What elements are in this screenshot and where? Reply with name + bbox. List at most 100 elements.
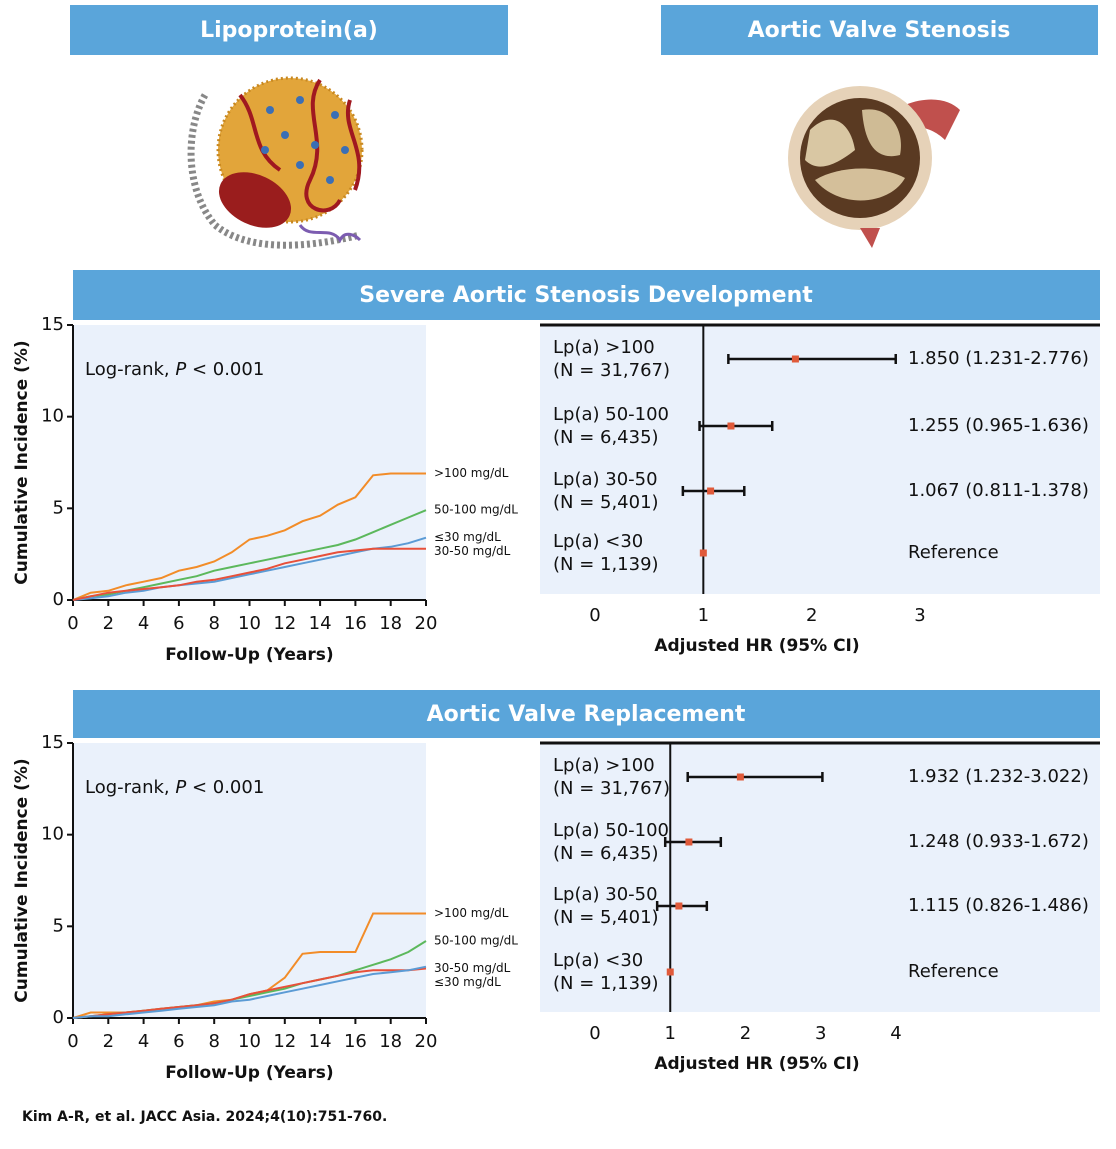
row-count: (N = 1,139) bbox=[553, 973, 659, 994]
annotation-part: Log-rank, bbox=[85, 359, 175, 380]
header-title: Lipoprotein(a) bbox=[200, 18, 378, 43]
figure: Lipoprotein(a) Aortic Valve Stenosis Sev… bbox=[0, 0, 1116, 1149]
y-tick-label: 10 bbox=[41, 824, 64, 845]
estimate-label: Reference bbox=[908, 961, 999, 982]
estimate-label: 1.067 (0.811-1.378) bbox=[908, 480, 1089, 501]
x-tick-label: 2 bbox=[806, 605, 817, 626]
x-tick-label: 0 bbox=[589, 1023, 600, 1044]
estimate-label: Reference bbox=[908, 542, 999, 563]
estimate-marker bbox=[700, 550, 707, 557]
x-axis-label: Follow-Up (Years) bbox=[165, 1063, 333, 1083]
row-label: Lp(a) 30-50 bbox=[553, 884, 658, 905]
annotation-part: P bbox=[175, 777, 186, 798]
series-label: 30-50 mg/dL bbox=[434, 961, 511, 975]
y-tick-label: 10 bbox=[41, 406, 64, 427]
y-tick-label: 0 bbox=[53, 1007, 64, 1028]
annotation-part: < 0.001 bbox=[186, 359, 264, 380]
row-label: Lp(a) <30 bbox=[553, 531, 643, 552]
y-tick-label: 0 bbox=[53, 589, 64, 610]
citation: Kim A-R, et al. JACC Asia. 2024;4(10):75… bbox=[22, 1109, 387, 1125]
x-tick-label: 14 bbox=[309, 613, 332, 634]
x-tick-label: 3 bbox=[914, 605, 925, 626]
x-tick-label: 6 bbox=[173, 1031, 184, 1052]
x-tick-label: 10 bbox=[238, 613, 261, 634]
row-label: Lp(a) >100 bbox=[553, 755, 655, 776]
annotation-part: Log-rank, bbox=[85, 777, 175, 798]
x-axis-label: Follow-Up (Years) bbox=[165, 645, 333, 665]
estimate-marker bbox=[667, 969, 674, 976]
x-tick-label: 16 bbox=[344, 613, 367, 634]
annotation-part: < 0.001 bbox=[186, 777, 264, 798]
row-count: (N = 5,401) bbox=[553, 907, 659, 928]
x-tick-label: 2 bbox=[103, 1031, 114, 1052]
series-label: >100 mg/dL bbox=[434, 466, 509, 480]
x-axis-label: Adjusted HR (95% CI) bbox=[654, 1054, 859, 1074]
x-tick-label: 12 bbox=[273, 1031, 296, 1052]
header-title: Aortic Valve Stenosis bbox=[748, 18, 1011, 43]
y-tick-label: 15 bbox=[41, 314, 64, 335]
row-label: Lp(a) 50-100 bbox=[553, 404, 669, 425]
x-tick-label: 14 bbox=[309, 1031, 332, 1052]
x-tick-label: 20 bbox=[415, 1031, 438, 1052]
y-axis-label: Cumulative Incidence (%) bbox=[12, 340, 32, 584]
x-tick-label: 3 bbox=[815, 1023, 826, 1044]
x-tick-label: 1 bbox=[698, 605, 709, 626]
section-title: Aortic Valve Replacement bbox=[427, 702, 746, 727]
row-count: (N = 31,767) bbox=[553, 778, 670, 799]
row-count: (N = 1,139) bbox=[553, 554, 659, 575]
x-tick-label: 8 bbox=[208, 613, 219, 634]
estimate-label: 1.248 (0.933-1.672) bbox=[908, 831, 1089, 852]
estimate-marker bbox=[675, 903, 682, 910]
estimate-marker bbox=[707, 488, 714, 495]
row-label: Lp(a) 30-50 bbox=[553, 469, 658, 490]
x-tick-label: 18 bbox=[379, 1031, 402, 1052]
annotation: Log-rank, P < 0.001 bbox=[85, 359, 264, 380]
x-tick-label: 4 bbox=[138, 613, 149, 634]
estimate-marker bbox=[737, 774, 744, 781]
series-label: ≤30 mg/dL bbox=[434, 530, 501, 544]
estimate-marker bbox=[727, 423, 734, 430]
estimate-label: 1.115 (0.826-1.486) bbox=[908, 895, 1089, 916]
x-tick-label: 16 bbox=[344, 1031, 367, 1052]
y-tick-label: 5 bbox=[53, 915, 64, 936]
page: Lipoprotein(a) Aortic Valve Stenosis Sev… bbox=[0, 0, 1116, 1149]
x-tick-label: 12 bbox=[273, 613, 296, 634]
series-label: 50-100 mg/dL bbox=[434, 503, 518, 517]
estimate-label: 1.255 (0.965-1.636) bbox=[908, 415, 1089, 436]
row-count: (N = 6,435) bbox=[553, 427, 659, 448]
row-label: Lp(a) <30 bbox=[553, 950, 643, 971]
y-tick-label: 5 bbox=[53, 497, 64, 518]
lipoprotein-illustration bbox=[191, 78, 362, 245]
x-tick-label: 0 bbox=[589, 605, 600, 626]
x-tick-label: 0 bbox=[67, 613, 78, 634]
valve-illustration bbox=[788, 86, 960, 248]
x-tick-label: 8 bbox=[208, 1031, 219, 1052]
series-label: 30-50 mg/dL bbox=[434, 544, 511, 558]
x-tick-label: 1 bbox=[665, 1023, 676, 1044]
estimate-label: 1.932 (1.232-3.022) bbox=[908, 766, 1089, 787]
x-tick-label: 2 bbox=[740, 1023, 751, 1044]
x-tick-label: 6 bbox=[173, 613, 184, 634]
x-tick-label: 10 bbox=[238, 1031, 261, 1052]
row-count: (N = 6,435) bbox=[553, 843, 659, 864]
estimate-label: 1.850 (1.231-2.776) bbox=[908, 348, 1089, 369]
x-tick-label: 4 bbox=[138, 1031, 149, 1052]
series-label: >100 mg/dL bbox=[434, 906, 509, 920]
x-tick-label: 20 bbox=[415, 613, 438, 634]
series-label: ≤30 mg/dL bbox=[434, 975, 501, 989]
x-tick-label: 18 bbox=[379, 613, 402, 634]
row-count: (N = 31,767) bbox=[553, 360, 670, 381]
y-tick-label: 15 bbox=[41, 732, 64, 753]
row-label: Lp(a) 50-100 bbox=[553, 820, 669, 841]
x-tick-label: 4 bbox=[890, 1023, 901, 1044]
annotation: Log-rank, P < 0.001 bbox=[85, 777, 264, 798]
y-axis-label: Cumulative Incidence (%) bbox=[12, 758, 32, 1002]
series-label: 50-100 mg/dL bbox=[434, 934, 518, 948]
x-tick-label: 2 bbox=[103, 613, 114, 634]
row-label: Lp(a) >100 bbox=[553, 337, 655, 358]
x-axis-label: Adjusted HR (95% CI) bbox=[654, 636, 859, 656]
estimate-marker bbox=[792, 356, 799, 363]
annotation-part: P bbox=[175, 359, 186, 380]
row-count: (N = 5,401) bbox=[553, 492, 659, 513]
estimate-marker bbox=[685, 839, 692, 846]
